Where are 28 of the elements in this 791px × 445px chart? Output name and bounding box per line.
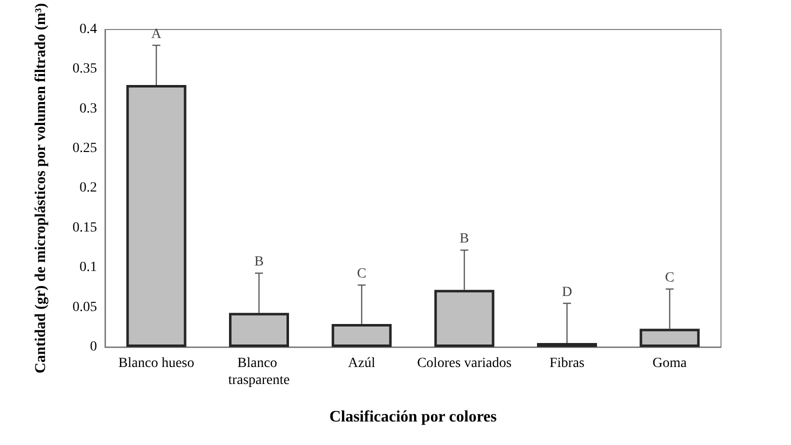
x-tick-label: Colores variados: [417, 356, 512, 371]
bar: [229, 312, 289, 347]
x-tick-label: Blanco hueso: [118, 356, 194, 371]
y-tick-label: 0.05: [72, 300, 97, 315]
annotation: B: [254, 254, 264, 270]
annotation: C: [664, 270, 674, 286]
x-tick-label: Fibras: [550, 356, 584, 371]
x-tick-label: Blanco trasparente: [228, 356, 290, 388]
x-tick-label: Goma: [652, 356, 688, 371]
bar: [434, 290, 494, 347]
y-tick-label: 0.3: [80, 101, 97, 116]
y-tick-label: 0.15: [72, 220, 97, 236]
annotation: D: [562, 284, 572, 300]
y-tick-label: 0.1: [80, 260, 97, 276]
annotation: C: [356, 266, 366, 282]
x-tick-label: Azúl: [348, 356, 376, 371]
bar: [640, 328, 700, 347]
x-axis-title: Clasificación por colores: [329, 408, 497, 426]
y-tick-label: 0.35: [72, 62, 97, 77]
y-tick-label: 0.4: [80, 22, 97, 37]
y-tick-label: 0.2: [80, 180, 97, 196]
bar: [332, 324, 392, 347]
bar: [126, 85, 186, 347]
annotation: A: [151, 26, 162, 42]
y-axis-title: Cantidad (gr) de microplásticos por volumen filtrado (m³): [33, 3, 49, 374]
annotation: B: [460, 232, 470, 247]
y-tick-label: 0: [90, 340, 97, 354]
y-tick-label: 0.25: [72, 141, 97, 156]
